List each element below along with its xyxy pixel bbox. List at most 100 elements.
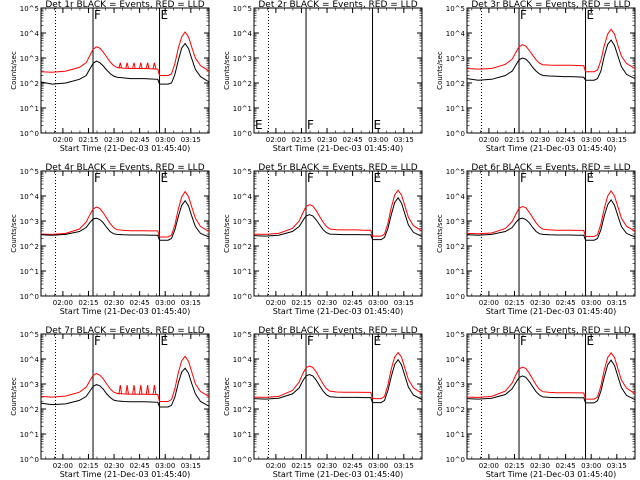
x-tick-label: 03:15 <box>394 462 414 470</box>
y-tick-label: 10^3 <box>20 218 39 226</box>
y-tick-label: 10^0 <box>446 130 465 138</box>
x-tick-label: 03:15 <box>607 299 627 307</box>
lld-spike <box>125 62 129 69</box>
x-tick-label: 02:00 <box>266 299 286 307</box>
y-tick-label: 10^3 <box>233 55 252 63</box>
y-axis-label: Counts/sec <box>436 51 444 90</box>
x-tick-label: 02:45 <box>556 299 576 307</box>
x-tick-label: 02:45 <box>130 462 150 470</box>
x-tick-label: 02:15 <box>291 136 311 144</box>
y-tick-label: 10^0 <box>20 130 39 138</box>
y-tick-label: 10^0 <box>446 456 465 464</box>
panel-title: Det 4r BLACK = Events, RED = LLD <box>45 163 204 173</box>
lld-series-line <box>40 31 210 76</box>
plot-frame <box>253 7 423 134</box>
y-tick-label: 10^2 <box>233 406 252 414</box>
y-tick-label: 10^3 <box>446 55 465 63</box>
marker-label-e: E <box>255 118 263 132</box>
marker-label-e: E <box>587 171 595 185</box>
panel-title: Det 2r BLACK = Events, RED = LLD <box>258 0 417 10</box>
y-tick-label: 10^4 <box>20 30 40 38</box>
x-tick-label: 02:15 <box>78 299 98 307</box>
lld-spike <box>118 385 123 395</box>
x-tick-label: 02:00 <box>479 462 499 470</box>
lld-spike <box>118 62 123 69</box>
marker-label-f: F <box>520 334 527 348</box>
x-axis-label: Start Time (21-Dec-03 01:45:40) <box>60 307 191 316</box>
x-tick-label: 02:30 <box>317 462 337 470</box>
y-tick-label: 10^5 <box>233 168 252 176</box>
events-series-line <box>40 42 210 85</box>
y-tick-label: 10^5 <box>20 168 39 176</box>
plot-frame <box>253 333 423 460</box>
y-tick-label: 10^2 <box>446 406 465 414</box>
events-series-line <box>466 199 636 241</box>
x-tick-label: 03:00 <box>581 136 601 144</box>
marker-label-e: E <box>161 334 169 348</box>
x-axis-label: Start Time (21-Dec-03 01:45:40) <box>273 307 404 316</box>
y-tick-label: 10^5 <box>446 5 465 13</box>
marker-label-f: F <box>520 8 527 22</box>
x-tick-label: 02:30 <box>530 462 550 470</box>
y-tick-label: 10^2 <box>20 80 39 88</box>
panel-det-8r: Det 8r BLACK = Events, RED = LLD 10^0 10^1… <box>223 326 423 479</box>
y-tick-label: 10^1 <box>446 431 465 439</box>
x-tick-label: 03:15 <box>181 136 201 144</box>
marker-label-e: E <box>587 8 595 22</box>
lld-spike <box>152 385 157 395</box>
panel-title: Det 8r BLACK = Events, RED = LLD <box>258 326 417 336</box>
y-axis-label: Counts/sec <box>10 51 18 90</box>
x-tick-label: 02:15 <box>504 299 524 307</box>
lld-spike <box>138 62 143 69</box>
panel-det-2r: Det 2r BLACK = Events, RED = LLD 10^0 10^1… <box>223 0 423 153</box>
lld-series-line <box>40 190 210 238</box>
x-tick-label: 02:15 <box>78 136 98 144</box>
x-tick-label: 02:45 <box>343 299 363 307</box>
y-tick-label: 10^1 <box>233 268 252 276</box>
events-series-line <box>253 358 423 404</box>
x-tick-label: 02:00 <box>479 299 499 307</box>
panel-det-6r: Det 6r BLACK = Events, RED = LLD 10^0 10^1… <box>436 163 636 316</box>
x-tick-label: 02:45 <box>130 136 150 144</box>
y-tick-label: 10^1 <box>446 268 465 276</box>
panel-title: Det 3r BLACK = Events, RED = LLD <box>471 0 630 10</box>
events-series-line <box>466 39 636 81</box>
marker-label-e: E <box>374 171 382 185</box>
y-tick-label: 10^2 <box>20 243 39 251</box>
x-tick-label: 02:30 <box>104 136 124 144</box>
y-tick-label: 10^4 <box>233 30 253 38</box>
y-tick-label: 10^0 <box>446 293 465 301</box>
marker-label-f: F <box>307 118 314 132</box>
x-tick-label: 03:00 <box>368 299 388 307</box>
x-tick-label: 02:45 <box>130 299 150 307</box>
x-axis-label: Start Time (21-Dec-03 01:45:40) <box>486 470 617 479</box>
y-tick-label: 10^4 <box>20 356 40 364</box>
x-tick-label: 02:00 <box>266 462 286 470</box>
y-tick-label: 10^0 <box>233 130 252 138</box>
events-series-line <box>466 359 636 404</box>
y-tick-label: 10^5 <box>233 331 252 339</box>
y-axis-label: Counts/sec <box>223 51 231 90</box>
events-series-line <box>253 196 423 241</box>
x-tick-label: 02:30 <box>104 299 124 307</box>
x-tick-label: 02:00 <box>53 299 73 307</box>
y-tick-label: 10^2 <box>233 80 252 88</box>
y-axis-label: Counts/sec <box>223 377 231 416</box>
x-tick-label: 02:15 <box>504 136 524 144</box>
y-tick-label: 10^1 <box>20 105 39 113</box>
plot-frame <box>466 170 636 297</box>
plot-frame <box>253 170 423 297</box>
lld-series-line <box>253 351 423 400</box>
x-tick-label: 02:00 <box>53 136 73 144</box>
y-tick-label: 10^0 <box>20 293 39 301</box>
panel-title: Det 6r BLACK = Events, RED = LLD <box>471 163 630 173</box>
x-tick-label: 02:00 <box>479 136 499 144</box>
y-tick-label: 10^3 <box>233 218 252 226</box>
x-tick-label: 03:15 <box>394 136 414 144</box>
x-tick-label: 03:15 <box>394 299 414 307</box>
y-tick-label: 10^2 <box>446 243 465 251</box>
y-tick-label: 10^4 <box>233 356 253 364</box>
panel-det-9r: Det 9r BLACK = Events, RED = LLD 10^0 10^1… <box>436 326 636 479</box>
lld-series-line <box>40 355 210 402</box>
plot-frame <box>40 170 210 297</box>
